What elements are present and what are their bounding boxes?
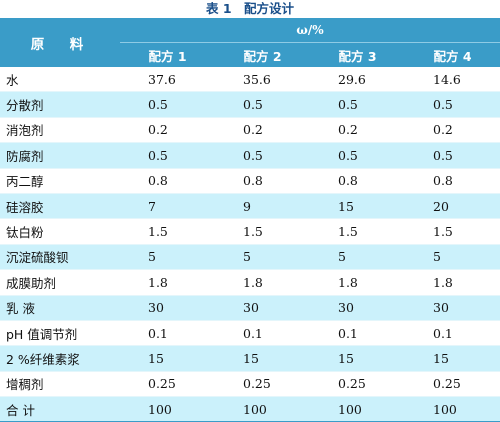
- formula-4-value-cell: 5: [405, 244, 500, 271]
- formula-4-value-cell: 0.5: [405, 91, 500, 118]
- header-formula-2: 配方 2: [215, 42, 310, 67]
- formula-1-value-cell: 5: [120, 244, 215, 271]
- formula-4-value-cell: 1.8: [405, 269, 500, 296]
- formula-4-value-cell: 14.6: [405, 67, 500, 93]
- formula-3-value-cell: 0.2: [310, 117, 405, 144]
- formula-1-value-cell: 0.8: [120, 168, 215, 194]
- table-caption: 表 1 配方设计: [205, 1, 295, 16]
- formula-3-value-cell: 30: [310, 295, 405, 321]
- header-formula-3: 配方 3: [310, 42, 405, 67]
- material-name-cell: 防腐剂: [0, 142, 120, 169]
- formula-3-value-cell: 100: [310, 396, 405, 422]
- formula-2-value-cell: 9: [215, 193, 310, 220]
- formula-3-value-cell: 0.5: [310, 91, 405, 118]
- formula-4-value-cell: 0.1: [405, 320, 500, 347]
- formula-3-value-cell: 1.8: [310, 269, 405, 296]
- material-name-cell: 水: [0, 67, 120, 93]
- table-row: 成膜助剂 1.8 1.8 1.8 1.8: [0, 269, 500, 296]
- table-row: 防腐剂 0.5 0.5 0.5 0.5: [0, 142, 500, 169]
- formula-1-value-cell: 7: [120, 193, 215, 220]
- formula-3-value-cell: 15: [310, 345, 405, 372]
- formula-table: 原 料 ω/% 配方 1 配方 2 配方 3 配方 4 水 37.6 35.6 29.…: [0, 18, 500, 422]
- material-name-cell: 消泡剂: [0, 117, 120, 144]
- material-name-cell: 钛白粉: [0, 218, 120, 245]
- formula-4-value-cell: 0.25: [405, 371, 500, 398]
- formula-1-value-cell: 0.5: [120, 142, 215, 169]
- formula-4-value-cell: 1.5: [405, 218, 500, 245]
- material-name-cell: 成膜助剂: [0, 269, 120, 296]
- formula-3-value-cell: 5: [310, 244, 405, 271]
- formula-4-value-cell: 30: [405, 295, 500, 321]
- formula-1-value-cell: 0.25: [120, 371, 215, 398]
- formula-1-value-cell: 30: [120, 295, 215, 321]
- table-row: 硅溶胶 7 9 15 20: [0, 193, 500, 220]
- material-name-cell: 丙二醇: [0, 168, 120, 194]
- table-row: 增稠剂 0.25 0.25 0.25 0.25: [0, 371, 500, 398]
- formula-2-value-cell: 0.2: [215, 117, 310, 144]
- table-row: 2 %纤维素浆 15 15 15 15: [0, 345, 500, 372]
- header-formula-4: 配方 4: [405, 42, 500, 67]
- formula-4-value-cell: 0.8: [405, 168, 500, 194]
- formula-3-value-cell: 0.5: [310, 142, 405, 169]
- formula-4-value-cell: 15: [405, 345, 500, 372]
- formula-1-value-cell: 0.5: [120, 91, 215, 118]
- formula-1-value-cell: 1.5: [120, 218, 215, 245]
- formula-3-value-cell: 0.1: [310, 320, 405, 347]
- formula-4-value-cell: 100: [405, 396, 500, 422]
- material-name-cell: 乳 液: [0, 295, 120, 321]
- formula-4-value-cell: 20: [405, 193, 500, 220]
- table-row: 钛白粉 1.5 1.5 1.5 1.5: [0, 218, 500, 245]
- material-name-cell: pH 值调节剂: [0, 320, 120, 347]
- formula-1-value-cell: 37.6: [120, 67, 215, 93]
- formula-2-value-cell: 0.8: [215, 168, 310, 194]
- material-name-cell: 2 %纤维素浆: [0, 345, 120, 372]
- table-row: 分散剂 0.5 0.5 0.5 0.5: [0, 91, 500, 118]
- table-row: 消泡剂 0.2 0.2 0.2 0.2: [0, 117, 500, 144]
- formula-2-value-cell: 100: [215, 396, 310, 422]
- formula-4-value-cell: 0.5: [405, 142, 500, 169]
- formula-2-value-cell: 35.6: [215, 67, 310, 93]
- header-unit: ω/%: [120, 18, 500, 43]
- formula-2-value-cell: 30: [215, 295, 310, 321]
- formula-1-value-cell: 15: [120, 345, 215, 372]
- formula-1-value-cell: 0.2: [120, 117, 215, 144]
- table-row: 丙二醇 0.8 0.8 0.8 0.8: [0, 168, 500, 194]
- formula-2-value-cell: 0.5: [215, 142, 310, 169]
- header-material: 原 料: [0, 18, 120, 67]
- formula-2-value-cell: 1.8: [215, 269, 310, 296]
- formula-2-value-cell: 5: [215, 244, 310, 271]
- material-name-cell: 分散剂: [0, 91, 120, 118]
- formula-2-value-cell: 0.5: [215, 91, 310, 118]
- formula-2-value-cell: 0.1: [215, 320, 310, 347]
- formula-3-value-cell: 0.8: [310, 168, 405, 194]
- table-row: pH 值调节剂 0.1 0.1 0.1 0.1: [0, 320, 500, 347]
- table-row: 水 37.6 35.6 29.6 14.6: [0, 67, 500, 93]
- material-name-cell: 沉淀硫酸钡: [0, 244, 120, 271]
- formula-2-value-cell: 1.5: [215, 218, 310, 245]
- formula-2-value-cell: 15: [215, 345, 310, 372]
- material-name-cell: 增稠剂: [0, 371, 120, 398]
- material-name-cell: 硅溶胶: [0, 193, 120, 220]
- table-row: 合 计 100 100 100 100: [0, 396, 500, 422]
- table-body: 水 37.6 35.6 29.6 14.6 分散剂 0.5 0.5 0.5 0.5 消泡剂 0.2 0.…: [0, 67, 500, 422]
- formula-3-value-cell: 29.6: [310, 67, 405, 93]
- header-formula-1: 配方 1: [120, 42, 215, 67]
- formula-4-value-cell: 0.2: [405, 117, 500, 144]
- material-name-cell: 合 计: [0, 396, 120, 422]
- formula-1-value-cell: 0.1: [120, 320, 215, 347]
- formula-1-value-cell: 100: [120, 396, 215, 422]
- table-row: 沉淀硫酸钡 5 5 5 5: [0, 244, 500, 271]
- table-header: 原 料 ω/% 配方 1 配方 2 配方 3 配方 4: [0, 18, 500, 67]
- formula-3-value-cell: 1.5: [310, 218, 405, 245]
- formula-3-value-cell: 15: [310, 193, 405, 220]
- formula-2-value-cell: 0.25: [215, 371, 310, 398]
- formula-3-value-cell: 0.25: [310, 371, 405, 398]
- formula-1-value-cell: 1.8: [120, 269, 215, 296]
- table-row: 乳 液 30 30 30 30: [0, 295, 500, 321]
